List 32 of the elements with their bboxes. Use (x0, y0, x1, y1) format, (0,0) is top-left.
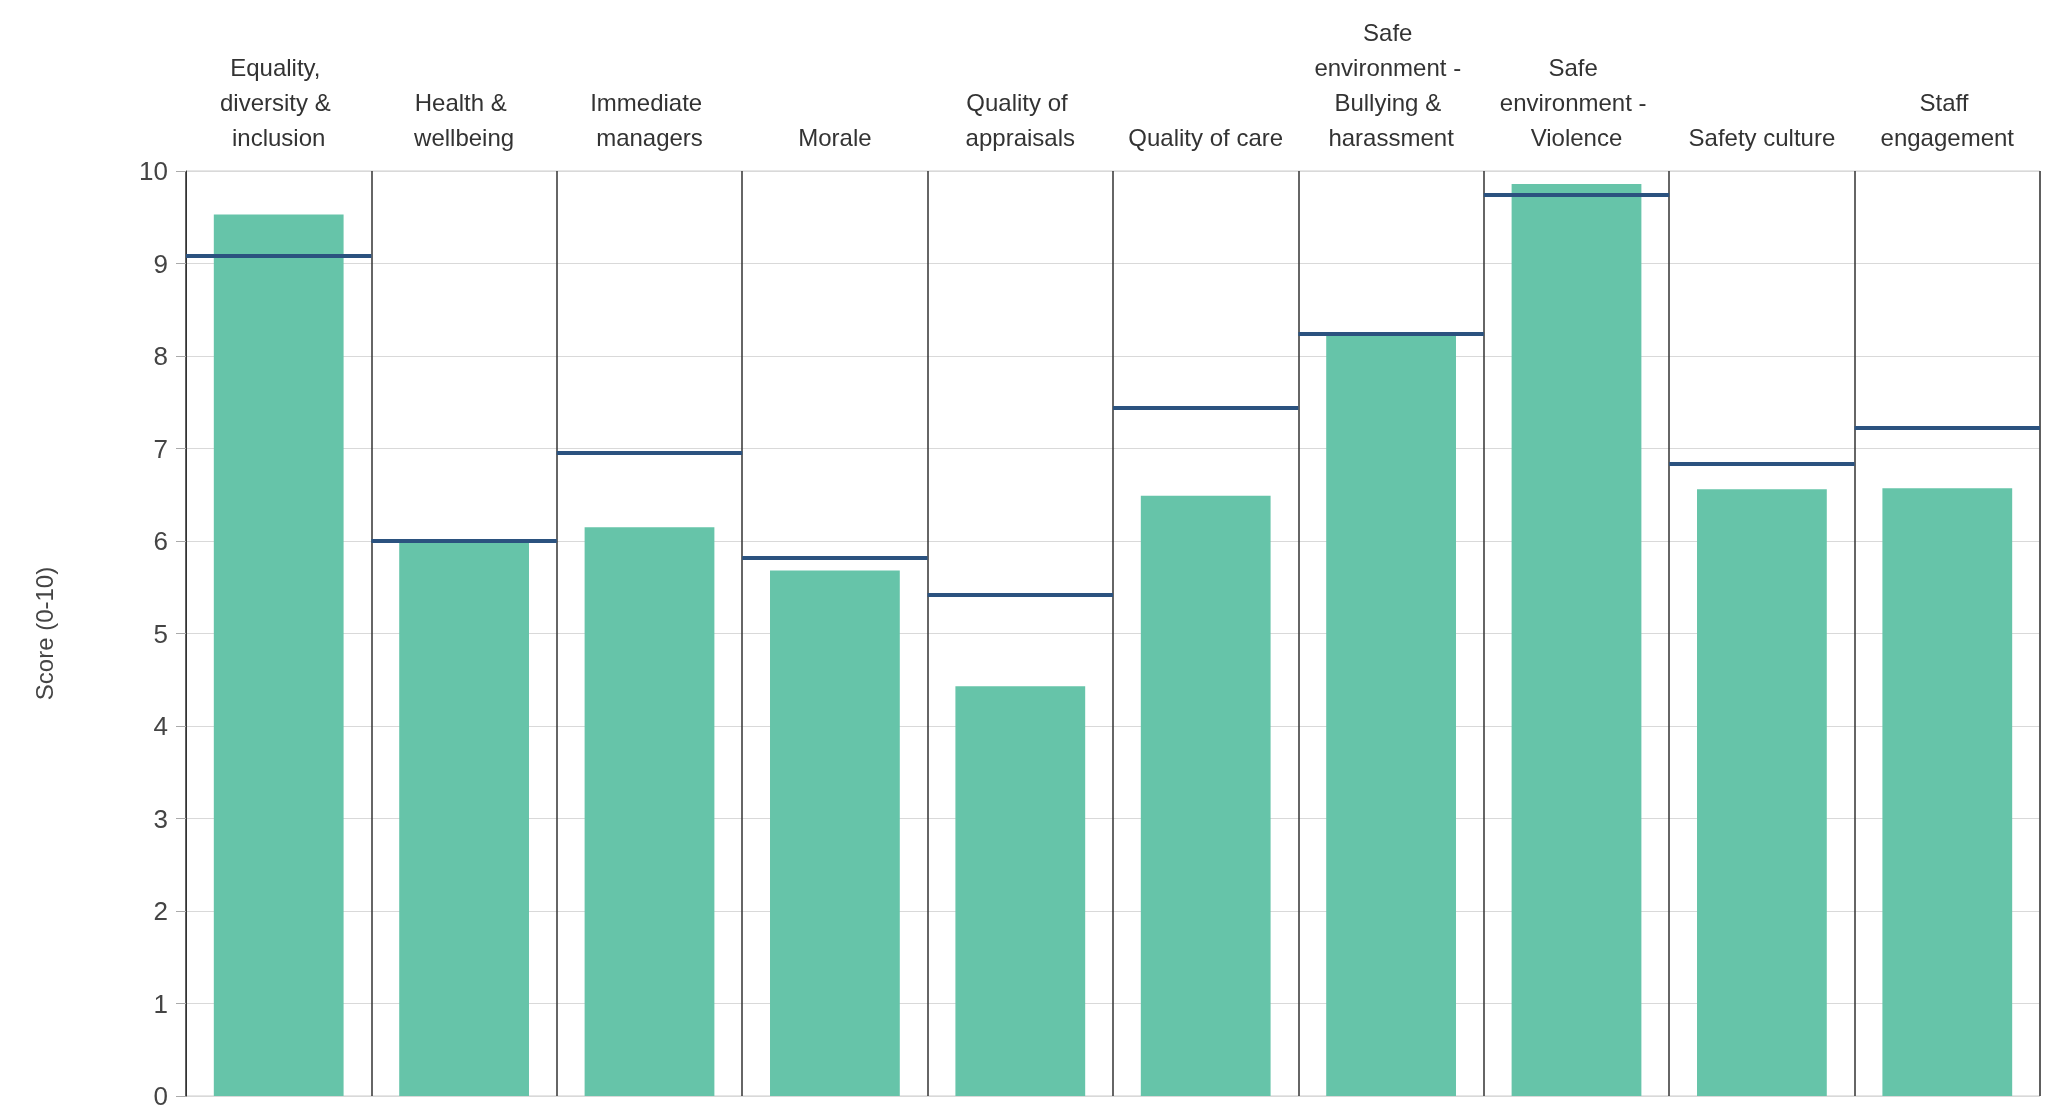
y-tick-label: 1 (153, 988, 168, 1019)
y-tick-label: 4 (153, 711, 168, 741)
y-tick-label: 9 (153, 248, 168, 279)
x-tick-label: Health & wellbeing (413, 89, 515, 151)
bar (399, 541, 529, 1096)
bar (1511, 183, 1642, 1096)
x-tick-label: Quality of care (1128, 124, 1284, 151)
bar (955, 686, 1086, 1096)
bar (770, 570, 900, 1096)
y-tick-label: 5 (153, 618, 168, 649)
y-tick-label: 6 (153, 526, 168, 556)
x-tick-label: Safety culture (1688, 124, 1836, 151)
bar (1326, 335, 1456, 1096)
y-tick-label: 3 (153, 803, 168, 834)
bar (584, 527, 715, 1096)
y-tick-label: 7 (153, 433, 168, 464)
x-tick-label: Equality, diversity & inclusion (220, 54, 338, 151)
y-tick-label: 0 (153, 1081, 168, 1111)
x-tick-label: Safe environment - Violence (1499, 54, 1654, 151)
x-tick-label: Staff engagement (1880, 89, 2015, 151)
x-tick-label: Safe environment - Bullying & harassment (1314, 19, 1468, 151)
bar (1697, 489, 1827, 1096)
y-axis-title: Score (0-10) (30, 566, 58, 701)
x-tick-label: Quality of appraisals (965, 89, 1075, 151)
bar (1882, 488, 2013, 1096)
y-tick-label: 10 (139, 156, 168, 186)
bar (1140, 495, 1271, 1096)
bar (213, 214, 344, 1096)
y-tick-label: 2 (153, 896, 168, 926)
x-tick-label: Morale (798, 124, 872, 151)
y-tick-label: 8 (153, 341, 168, 371)
x-tick-label: Immediate managers (590, 89, 709, 151)
